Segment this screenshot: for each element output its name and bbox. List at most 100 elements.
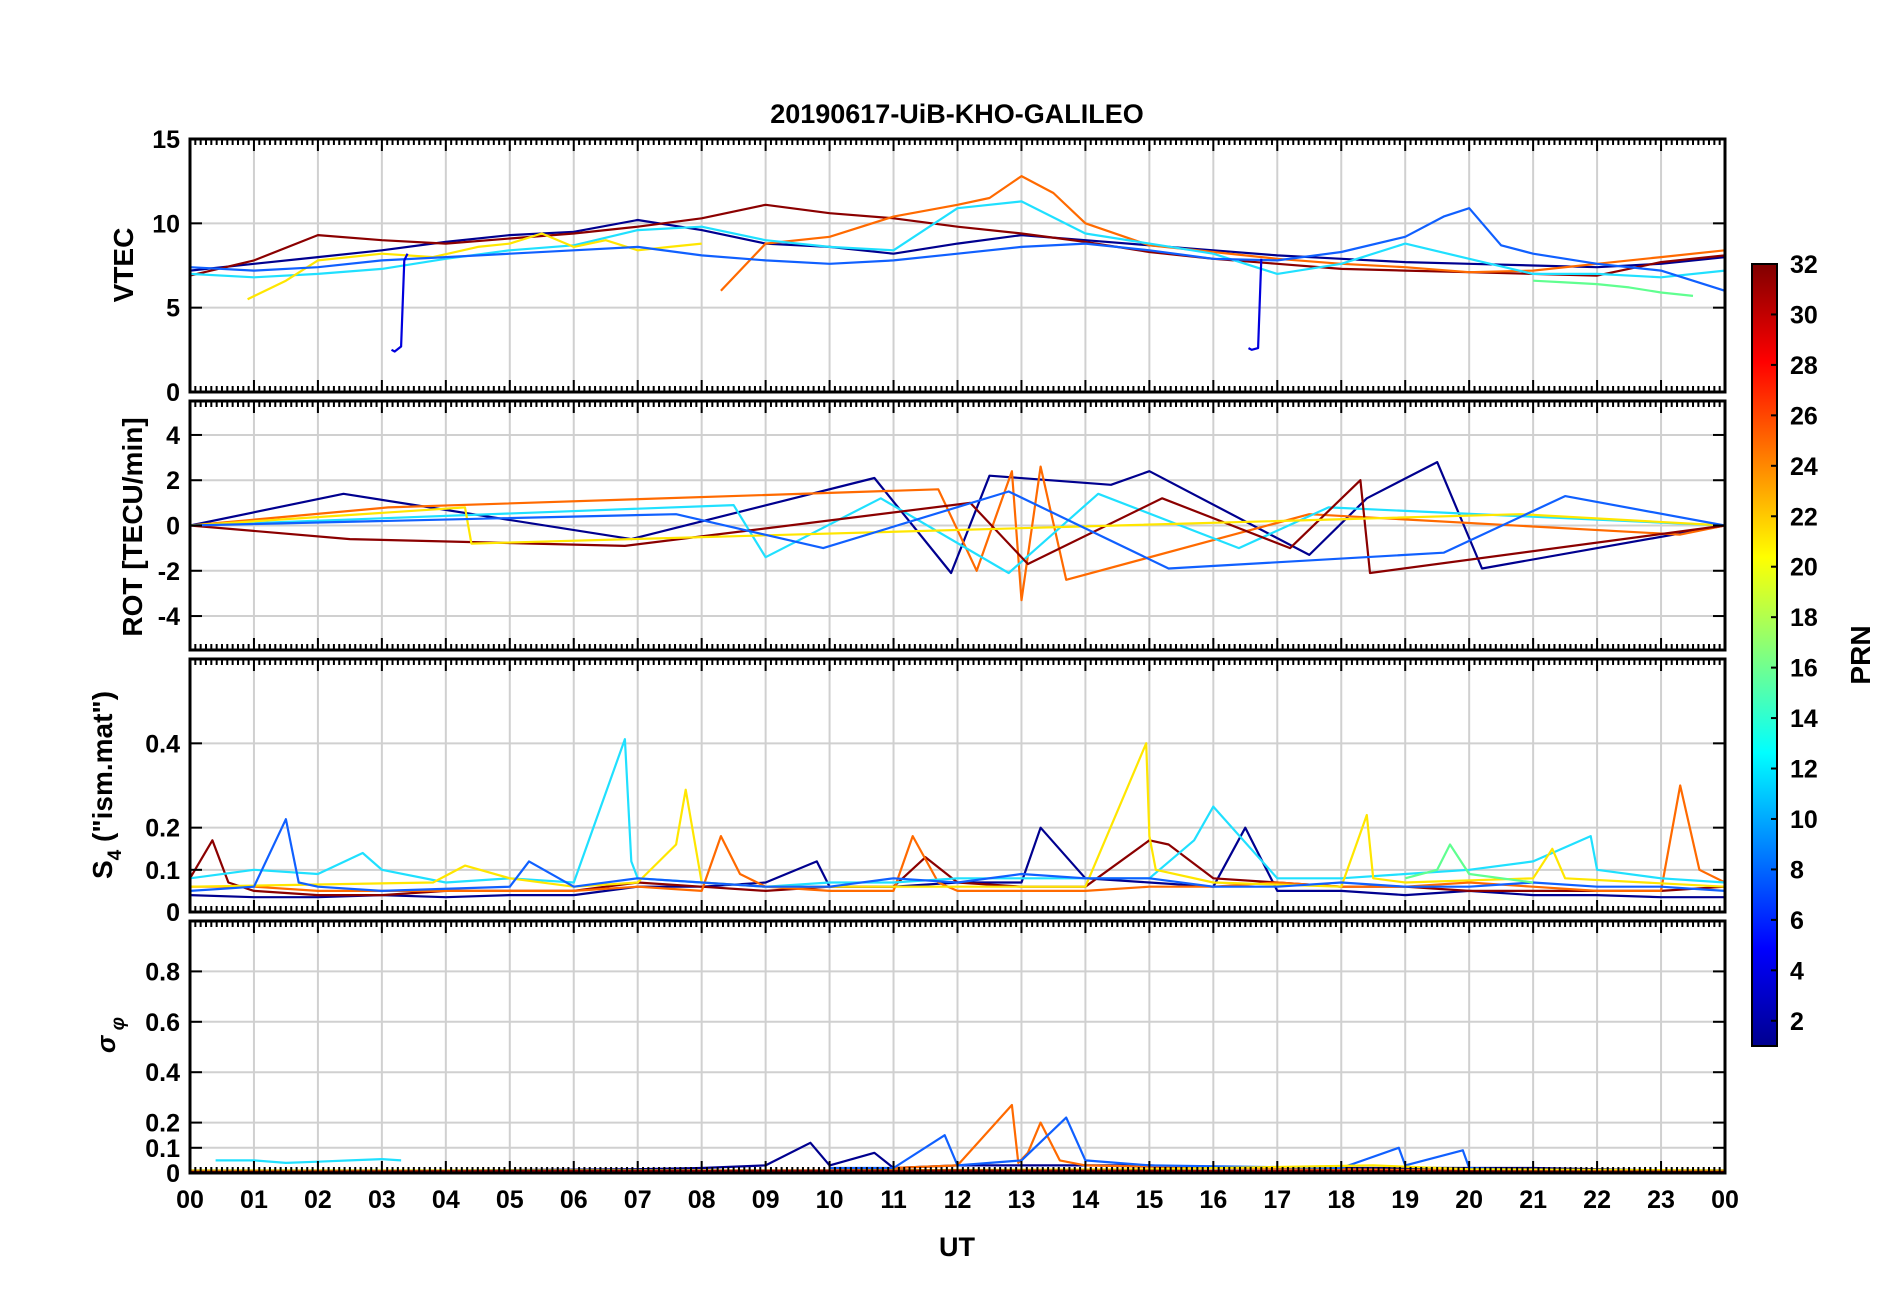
x-axis-label: UT bbox=[939, 1232, 975, 1262]
grid bbox=[190, 401, 1725, 650]
x-tick-label: 00 bbox=[1711, 1186, 1739, 1214]
x-tick-label: 00 bbox=[176, 1186, 204, 1214]
series-line-rot-1 bbox=[190, 465, 1725, 602]
colorbar-tick-label: 10 bbox=[1790, 806, 1818, 834]
panel-sigma-phi: 00.10.2 0.4 0.6 0.8 σ φ bbox=[91, 919, 1727, 1188]
x-tick-labels: 00 01 02 03 04 05 06 07 08 09 10 11 12 13 14 15 16 17 18 19… bbox=[176, 1186, 1739, 1214]
y-tick-labels: -4 -2 0 2 4 bbox=[158, 422, 180, 631]
x-tick-label: 21 bbox=[1519, 1186, 1547, 1214]
y-tick-label: -4 bbox=[158, 603, 180, 631]
series-line-sigma-0 bbox=[215, 1157, 402, 1165]
axis-ticks bbox=[189, 138, 1726, 393]
axis-ticks bbox=[189, 659, 1726, 913]
series-group bbox=[190, 461, 1725, 602]
colorbar-tick-label: 18 bbox=[1790, 604, 1818, 632]
series-line-rot-4 bbox=[190, 506, 1725, 545]
panel-s4: 0 0.1 0.2 0.4 S4 ("ism.mat") bbox=[87, 657, 1727, 927]
series-line-s4-6 bbox=[1404, 843, 1534, 884]
x-tick-label: 01 bbox=[240, 1186, 268, 1214]
panel-vtec: 0 5 10 15 VTEC bbox=[108, 126, 1727, 407]
x-tick-label: 06 bbox=[560, 1186, 588, 1214]
y-tick-label: 0 bbox=[166, 899, 180, 927]
x-tick-label: 11 bbox=[880, 1186, 907, 1214]
grid bbox=[190, 139, 1725, 392]
axis-ticks bbox=[189, 401, 1726, 650]
x-tick-label: 23 bbox=[1647, 1186, 1675, 1214]
series-line-vtec-7 bbox=[390, 253, 409, 353]
series-line-vtec-0 bbox=[190, 218, 1725, 272]
series-line-s4-4 bbox=[190, 742, 1725, 888]
colorbar-tick-label: 24 bbox=[1790, 453, 1818, 481]
x-tick-label: 16 bbox=[1199, 1186, 1227, 1214]
y-tick-label: -2 bbox=[158, 558, 180, 586]
colorbar-tick-label: 4 bbox=[1790, 957, 1804, 985]
grid bbox=[190, 659, 1725, 912]
y-tick-label: 0.2 bbox=[145, 1110, 180, 1138]
x-tick-label: 13 bbox=[1008, 1186, 1036, 1214]
colorbar-tick-label: 14 bbox=[1790, 705, 1818, 733]
y-tick-label: 0.6 bbox=[145, 1009, 180, 1037]
x-tick-label: 12 bbox=[944, 1186, 972, 1214]
series-line-vtec-8 bbox=[1247, 258, 1263, 351]
y-tick-label: 4 bbox=[166, 422, 180, 450]
y-tick-label: 2 bbox=[166, 467, 180, 495]
series-group bbox=[190, 175, 1725, 353]
y-axis-label-rot: ROT [TECU/min] bbox=[117, 417, 148, 636]
y-tick-label: 0.4 bbox=[145, 730, 180, 758]
colorbar-tick-label: 28 bbox=[1790, 352, 1818, 380]
y-tick-label: 5 bbox=[166, 295, 180, 323]
series-line-s4-0 bbox=[190, 826, 1725, 899]
x-tick-label: 14 bbox=[1072, 1186, 1100, 1214]
colorbar-label: PRN bbox=[1845, 625, 1876, 684]
y-tick-label: 15 bbox=[152, 126, 180, 154]
x-tick-label: 07 bbox=[624, 1186, 652, 1214]
colorbar-tick-label: 26 bbox=[1790, 402, 1818, 430]
x-tick-label: 22 bbox=[1583, 1186, 1611, 1214]
y-tick-label: 0.1 bbox=[145, 1135, 180, 1163]
colorbar-tick-label: 32 bbox=[1790, 251, 1818, 279]
series-line-vtec-6 bbox=[1533, 279, 1694, 297]
series-line-vtec-5 bbox=[190, 207, 1725, 292]
x-tick-label: 18 bbox=[1327, 1186, 1355, 1214]
y-tick-label: 0.1 bbox=[145, 857, 180, 885]
colorbar-tick-label: 8 bbox=[1790, 856, 1804, 884]
y-tick-labels: 00.10.2 0.4 0.6 0.8 bbox=[145, 958, 180, 1188]
x-tick-label: 05 bbox=[496, 1186, 524, 1214]
grid bbox=[190, 921, 1725, 1173]
y-tick-label: 0 bbox=[166, 379, 180, 407]
colorbar-tick-label: 30 bbox=[1790, 301, 1818, 329]
series-line-vtec-4 bbox=[247, 232, 702, 301]
y-tick-label: 0.2 bbox=[145, 815, 180, 843]
colorbar-tick-label: 20 bbox=[1790, 554, 1818, 582]
x-tick-label: 15 bbox=[1135, 1186, 1163, 1214]
y-tick-label: 0 bbox=[166, 513, 180, 541]
colorbar-gradient bbox=[1751, 263, 1778, 1047]
x-tick-label: 17 bbox=[1263, 1186, 1291, 1214]
series-line-vtec-2 bbox=[720, 175, 1725, 292]
series-line-vtec-3 bbox=[190, 200, 1725, 279]
x-tick-label: 19 bbox=[1391, 1186, 1419, 1214]
y-axis-label-s4: S4 ("ism.mat") bbox=[87, 691, 126, 879]
series-line-s4-2 bbox=[190, 784, 1725, 893]
x-tick-label: 09 bbox=[752, 1186, 780, 1214]
series-group bbox=[190, 737, 1725, 899]
x-tick-label: 08 bbox=[688, 1186, 716, 1214]
y-axis-label-sigma-phi: σ φ bbox=[91, 1017, 129, 1053]
colorbar-tick-label: 6 bbox=[1790, 907, 1804, 935]
x-tick-label: 03 bbox=[368, 1186, 396, 1214]
colorbar-tick-label: 22 bbox=[1790, 503, 1818, 531]
x-tick-label: 10 bbox=[816, 1186, 844, 1214]
x-tick-label: 02 bbox=[304, 1186, 332, 1214]
y-tick-label: 0 bbox=[166, 1160, 180, 1188]
y-tick-label: 10 bbox=[152, 210, 180, 238]
y-tick-label: 0.8 bbox=[145, 958, 180, 986]
y-tick-label: 0.4 bbox=[145, 1059, 180, 1087]
x-tick-label: 04 bbox=[432, 1186, 460, 1214]
x-tick-label: 20 bbox=[1455, 1186, 1483, 1214]
y-axis-label-vtec: VTEC bbox=[108, 228, 139, 303]
colorbar-tick-label: 2 bbox=[1790, 1008, 1804, 1036]
colorbar-tick-label: 12 bbox=[1790, 756, 1818, 784]
